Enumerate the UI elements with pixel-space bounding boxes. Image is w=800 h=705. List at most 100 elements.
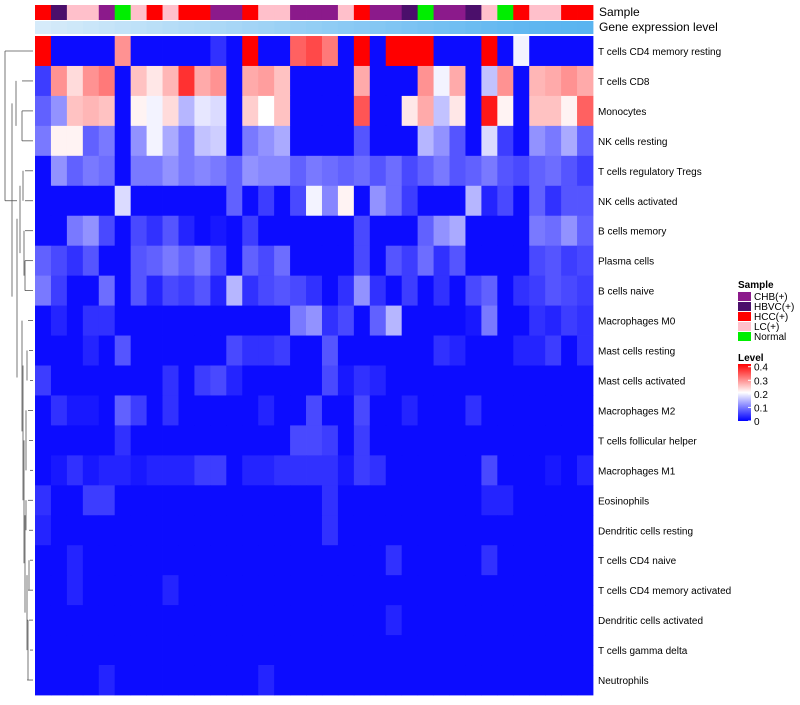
heatmap-cell — [82, 365, 100, 396]
heatmap-cell — [337, 665, 355, 696]
heatmap-cell — [258, 95, 275, 127]
heatmap-cell — [258, 575, 275, 606]
heatmap-cell — [50, 665, 68, 696]
sample-cell — [178, 5, 195, 20]
heatmap-cell — [545, 155, 562, 187]
heatmap-cell — [35, 515, 52, 546]
heatmap-cell — [226, 335, 243, 366]
heatmap-cell — [66, 155, 84, 187]
heatmap-cell — [321, 185, 339, 217]
heatmap-cell — [481, 485, 498, 516]
heatmap-cell — [66, 395, 84, 426]
heatmap-cell — [513, 365, 530, 396]
expression-cell — [35, 21, 52, 34]
heatmap-cell — [66, 95, 84, 127]
heatmap-cell — [35, 365, 52, 396]
heatmap-cell — [497, 605, 514, 636]
heatmap-cell — [369, 605, 387, 636]
heatmap-cell — [529, 635, 546, 666]
heatmap-cell — [178, 125, 195, 157]
heatmap-cell — [449, 275, 466, 306]
heatmap-cell — [258, 215, 275, 247]
heatmap-cell — [50, 545, 68, 576]
heatmap-cell — [242, 155, 259, 187]
heatmap-cell — [194, 395, 211, 426]
heatmap-cell — [465, 155, 482, 187]
heatmap-cell — [210, 605, 227, 636]
heatmap-cell — [561, 485, 578, 516]
heatmap-cell — [50, 95, 68, 127]
expression-cell — [561, 21, 578, 34]
heatmap-cell — [162, 155, 179, 187]
heatmap-cell — [417, 515, 434, 546]
heatmap-cell — [465, 605, 482, 636]
heatmap-cell — [194, 515, 211, 546]
heatmap-cell — [258, 65, 275, 97]
heatmap-cell — [35, 65, 52, 97]
heatmap-cell — [226, 365, 243, 396]
heatmap-cells — [35, 36, 594, 696]
sample-cell — [146, 5, 163, 20]
heatmap-cell — [369, 545, 387, 576]
heatmap-cell — [497, 95, 514, 127]
heatmap-cell — [98, 215, 116, 247]
heatmap-cell — [178, 275, 195, 306]
heatmap-cell — [178, 515, 195, 546]
heatmap-cell — [242, 395, 259, 426]
heatmap-cell — [82, 485, 100, 516]
heatmap-cell — [178, 215, 195, 247]
heatmap-cell — [290, 305, 307, 336]
heatmap-cell — [194, 245, 211, 277]
heatmap-cell — [210, 185, 227, 217]
expression-cell — [162, 21, 179, 34]
heatmap-cell — [274, 245, 291, 277]
heatmap-cell — [226, 125, 243, 157]
heatmap-cell — [529, 365, 546, 396]
heatmap-cell — [98, 95, 116, 127]
heatmap-cell — [290, 275, 307, 306]
heatmap-cell — [82, 36, 100, 67]
heatmap-cell — [50, 215, 68, 247]
heatmap-cell — [337, 515, 355, 546]
heatmap-cell — [529, 665, 546, 696]
track-label-sample: Sample — [599, 5, 640, 19]
heatmap-cell — [258, 36, 275, 67]
heatmap-cell — [401, 65, 419, 97]
heatmap-cell — [321, 455, 339, 486]
heatmap-cell — [529, 425, 546, 456]
heatmap-cell — [130, 545, 147, 576]
heatmap-cell — [401, 215, 419, 247]
heatmap-cell — [98, 545, 116, 576]
heatmap-cell — [290, 425, 307, 456]
heatmap-cell — [401, 125, 419, 157]
heatmap-cell — [337, 395, 355, 426]
heatmap-cell — [306, 455, 323, 486]
heatmap-cell — [401, 425, 419, 456]
heatmap-cell — [194, 575, 211, 606]
heatmap-cell — [178, 635, 195, 666]
heatmap-cell — [146, 245, 163, 277]
heatmap-cell — [146, 545, 163, 576]
heatmap-cell — [130, 95, 147, 127]
heatmap-cell — [513, 545, 530, 576]
heatmap-cell — [114, 575, 132, 606]
heatmap-cell — [82, 95, 100, 127]
heatmap-cell — [82, 245, 100, 277]
heatmap-cell — [545, 215, 562, 247]
heatmap-cell — [529, 245, 546, 277]
heatmap-cell — [35, 605, 52, 636]
heatmap-cell — [226, 95, 243, 127]
heatmap-cell — [401, 545, 419, 576]
heatmap-cell — [50, 65, 68, 97]
heatmap-cell — [210, 455, 227, 486]
heatmap-cell — [481, 65, 498, 97]
sample-cell — [274, 5, 291, 20]
heatmap-cell — [98, 515, 116, 546]
heatmap-cell — [561, 665, 578, 696]
heatmap-cell — [337, 305, 355, 336]
heatmap-cell — [146, 65, 163, 97]
heatmap-cell — [401, 305, 419, 336]
expression-cell — [114, 21, 132, 34]
heatmap-cell — [146, 665, 163, 696]
heatmap-cell — [449, 425, 466, 456]
